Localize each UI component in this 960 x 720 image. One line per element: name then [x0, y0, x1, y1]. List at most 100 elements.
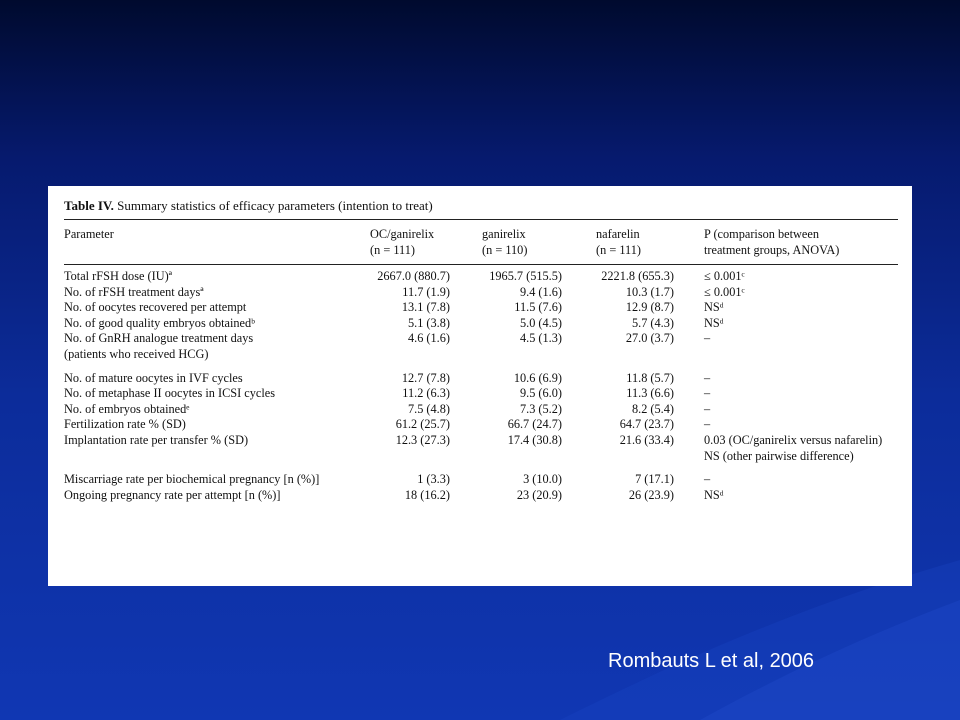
- cell-ganirelix: 17.4 (30.8): [507, 432, 562, 447]
- cell-oc-ganirelix: 13.1 (7.8): [401, 300, 450, 315]
- cell-ganirelix: 9.5 (6.0): [519, 386, 562, 401]
- cell-oc-ganirelix: 11.2 (6.3): [402, 386, 450, 401]
- citation-text: Rombauts L et al, 2006: [608, 650, 815, 672]
- header-parameter: Parameter: [64, 227, 114, 241]
- cell-p-value: –: [704, 472, 711, 487]
- header-nafarelin: nafarelin (n = 111): [596, 227, 641, 257]
- table-caption-text: Summary statistics of efficacy parameter…: [117, 198, 433, 213]
- cell-parameter: Implantation rate per transfer % (SD): [64, 432, 249, 447]
- table-row: Implantation rate per transfer % (SD) 12.…: [64, 433, 898, 449]
- cell-parameter: Fertilization rate % (SD): [64, 417, 186, 432]
- table-row: Fertilization rate % (SD) 61.2 (25.7) 66.7…: [64, 417, 898, 433]
- cell-p-value: NS (other pairwise difference): [704, 448, 854, 463]
- cell-ganirelix: 66.7 (24.7): [507, 417, 562, 432]
- cell-oc-ganirelix: [370, 347, 482, 363]
- cell-oc-ganirelix: 7.5 (4.8): [407, 401, 450, 416]
- cell-p-value: ≤ 0.001ᶜ: [704, 269, 745, 283]
- cell-oc-ganirelix: [370, 449, 482, 465]
- cell-parameter: No. of GnRH analogue treatment days: [64, 331, 254, 346]
- cell-nafarelin: 8.2 (5.4): [631, 401, 674, 416]
- cell-nafarelin: 10.3 (1.7): [625, 284, 674, 299]
- cell-parameter: No. of metaphase II oocytes in ICSI cycl…: [64, 386, 276, 401]
- table-row: No. of rFSH treatment daysª 11.7 (1.9) 9.4…: [64, 285, 898, 301]
- cell-ganirelix: 3 (10.0): [523, 472, 562, 487]
- cell-ganirelix: 4.5 (1.3): [519, 331, 562, 346]
- table-row: No. of oocytes recovered per attempt 13.1…: [64, 300, 898, 316]
- cell-parameter: No. of oocytes recovered per attempt: [64, 300, 247, 315]
- cell-p-value: –: [704, 386, 711, 401]
- cell-parameter: No. of rFSH treatment daysª: [64, 284, 204, 299]
- cell-p-value: 0.03 (OC/ganirelix versus nafarelin): [704, 432, 883, 447]
- cell-nafarelin: 7 (17.1): [635, 472, 674, 487]
- row-gap: [64, 464, 898, 472]
- cell-p-value: NSᵈ: [704, 315, 724, 330]
- cell-parameter: (patients who received HCG): [64, 346, 209, 361]
- cell-oc-ganirelix: 2667.0 (880.7): [377, 269, 450, 283]
- cell-nafarelin: 21.6 (33.4): [619, 432, 674, 447]
- table-row: Total rFSH dose (IU)ª 2667.0 (880.7) 1965.…: [64, 269, 898, 285]
- table-row: Ongoing pregnancy rate per attempt [n (%…: [64, 488, 898, 504]
- cell-oc-ganirelix: 18 (16.2): [404, 487, 450, 502]
- table-header-rule: [64, 264, 898, 265]
- table-body: Total rFSH dose (IU)ª 2667.0 (880.7) 1965.…: [64, 265, 898, 503]
- cell-nafarelin: [596, 347, 704, 363]
- cell-oc-ganirelix: 61.2 (25.7): [395, 417, 450, 432]
- cell-parameter: [64, 449, 370, 465]
- cell-p-value: –: [704, 331, 711, 346]
- cell-oc-ganirelix: 12.7 (7.8): [401, 370, 450, 385]
- cell-p-value: ≤ 0.001ᶜ: [704, 284, 745, 299]
- row-gap: [64, 363, 898, 371]
- table-header: Parameter OC/ganirelix (n = 111) ganirel…: [64, 220, 898, 264]
- cell-p-value: NSᵈ: [704, 487, 724, 502]
- cell-nafarelin: 27.0 (3.7): [625, 331, 674, 346]
- cell-parameter: Miscarriage rate per biochemical pregnan…: [64, 472, 320, 487]
- table-row: No. of good quality embryos obtainedᵇ 5.1…: [64, 316, 898, 332]
- table-top-rule: [64, 219, 898, 220]
- table-row: Miscarriage rate per biochemical pregnan…: [64, 472, 898, 488]
- table-row: No. of embryos obtainedᵉ 7.5 (4.8) 7.3 (5.…: [64, 402, 898, 418]
- cell-ganirelix: 7.3 (5.2): [519, 401, 562, 416]
- cell-p-value: NSᵈ: [704, 300, 724, 315]
- cell-p-value: –: [704, 401, 711, 416]
- table-row: No. of metaphase II oocytes in ICSI cycl…: [64, 386, 898, 402]
- cell-p-value: –: [704, 417, 711, 432]
- cell-oc-ganirelix: 1 (3.3): [417, 472, 450, 487]
- table-row: (patients who received HCG): [64, 347, 898, 363]
- table-caption: Table IV. Summary statistics of efficacy…: [64, 198, 898, 214]
- cell-parameter: No. of embryos obtainedᵉ: [64, 401, 190, 416]
- cell-ganirelix: 11.5 (7.6): [514, 300, 562, 315]
- cell-ganirelix: 9.4 (1.6): [519, 284, 562, 299]
- cell-oc-ganirelix: 11.7 (1.9): [402, 284, 450, 299]
- table-row: No. of GnRH analogue treatment days 4.6 (…: [64, 331, 898, 347]
- table-row: NS (other pairwise difference): [64, 449, 898, 465]
- cell-nafarelin: 26 (23.9): [628, 487, 674, 502]
- cell-ganirelix: 10.6 (6.9): [513, 370, 562, 385]
- cell-p-value: [704, 347, 898, 363]
- cell-oc-ganirelix: 4.6 (1.6): [407, 331, 450, 346]
- cell-parameter: No. of mature oocytes in IVF cycles: [64, 370, 243, 385]
- cell-nafarelin: 11.8 (5.7): [626, 370, 674, 385]
- cell-nafarelin: 2221.8 (655.3): [601, 269, 674, 283]
- header-ganirelix: ganirelix (n = 110): [482, 227, 528, 257]
- cell-ganirelix: [482, 347, 596, 363]
- cell-ganirelix: 23 (20.9): [516, 487, 562, 502]
- cell-parameter: Ongoing pregnancy rate per attempt [n (%…: [64, 487, 281, 502]
- cell-nafarelin: 5.7 (4.3): [631, 315, 674, 330]
- cell-ganirelix: 5.0 (4.5): [519, 315, 562, 330]
- cell-ganirelix: [482, 449, 596, 465]
- cell-p-value: –: [704, 370, 711, 385]
- cell-nafarelin: 64.7 (23.7): [619, 417, 674, 432]
- table-row: No. of mature oocytes in IVF cycles 12.7 …: [64, 371, 898, 387]
- table-caption-label: Table IV.: [64, 198, 114, 213]
- header-p-value: P (comparison between treatment groups, …: [704, 227, 840, 257]
- cell-parameter: No. of good quality embryos obtainedᵇ: [64, 315, 255, 330]
- cell-ganirelix: 1965.7 (515.5): [489, 269, 562, 283]
- cell-oc-ganirelix: 12.3 (27.3): [395, 432, 450, 447]
- cell-nafarelin: [596, 449, 704, 465]
- cell-oc-ganirelix: 5.1 (3.8): [407, 315, 450, 330]
- cell-parameter: Total rFSH dose (IU)ª: [64, 269, 173, 283]
- header-oc-ganirelix: OC/ganirelix (n = 111): [370, 227, 435, 257]
- cell-nafarelin: 11.3 (6.6): [626, 386, 674, 401]
- efficacy-table-image: Table IV. Summary statistics of efficacy…: [48, 186, 912, 586]
- cell-nafarelin: 12.9 (8.7): [625, 300, 674, 315]
